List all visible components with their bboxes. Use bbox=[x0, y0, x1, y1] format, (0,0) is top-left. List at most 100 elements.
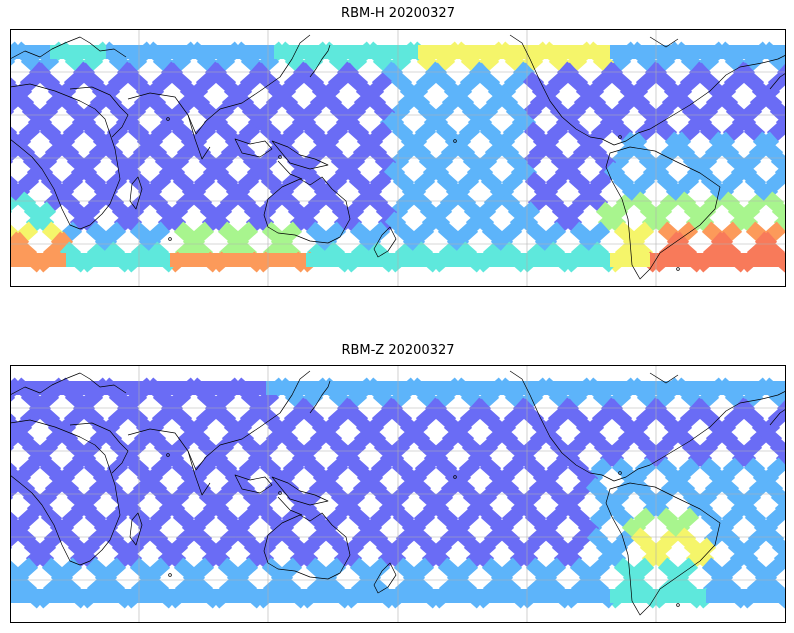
swath-edge-block bbox=[674, 45, 683, 59]
swath-edge-block bbox=[186, 381, 195, 395]
island-dot bbox=[278, 155, 282, 159]
swath-edge-block bbox=[778, 253, 786, 267]
swath-edge-block bbox=[74, 589, 83, 603]
swath-edge-block bbox=[506, 589, 515, 603]
swath-edge-block bbox=[474, 253, 483, 267]
swath-edge-block bbox=[266, 45, 275, 59]
swath-edge-block bbox=[266, 589, 275, 603]
swath-edge-block bbox=[514, 381, 523, 395]
swath-edge-block bbox=[138, 589, 147, 603]
swath-edge-block bbox=[250, 45, 259, 59]
gridlines bbox=[10, 365, 786, 623]
coastline-path bbox=[649, 390, 786, 466]
swath-edge-block bbox=[594, 45, 603, 59]
swath-edge-block bbox=[178, 589, 187, 603]
swath-edge-block bbox=[722, 381, 731, 395]
swath-edge-block bbox=[650, 45, 659, 59]
coastline-path bbox=[605, 482, 721, 616]
island-dot bbox=[676, 267, 680, 271]
swath-edge-block bbox=[98, 253, 107, 267]
swath-edge-block bbox=[50, 381, 59, 395]
swath-segment bbox=[778, 447, 786, 469]
swath-edge-block bbox=[282, 381, 291, 395]
swath-edge-block bbox=[754, 381, 763, 395]
swath-edge-block bbox=[202, 45, 211, 59]
coastline-path bbox=[187, 450, 211, 496]
swath-edge-block bbox=[618, 381, 627, 395]
swath-edge-block bbox=[370, 253, 379, 267]
swath-edge-block bbox=[162, 381, 171, 395]
swath-edge-block bbox=[738, 253, 747, 267]
swath-edge-block bbox=[290, 253, 299, 267]
swath-edge-block bbox=[570, 589, 579, 603]
swath-edge-block bbox=[218, 253, 227, 267]
swath-edge-block bbox=[378, 381, 387, 395]
swath-edge-block bbox=[106, 589, 115, 603]
coastline-path bbox=[234, 138, 273, 158]
swath-edge-block bbox=[482, 253, 491, 267]
swath-edge-block bbox=[338, 253, 347, 267]
coastline-path bbox=[373, 562, 397, 594]
swath-edge-block bbox=[714, 589, 723, 603]
swath-edge-block bbox=[338, 381, 347, 395]
swath-edge-block bbox=[122, 589, 131, 603]
swath-edge-block bbox=[466, 589, 475, 603]
coastline-path bbox=[373, 226, 397, 258]
swath-edge-block bbox=[242, 589, 251, 603]
swath-edge-block bbox=[306, 253, 315, 267]
swath-edge-block bbox=[330, 381, 339, 395]
swath-edge-block bbox=[706, 589, 715, 603]
swath-edge-block bbox=[698, 589, 707, 603]
swath-edge-block bbox=[682, 589, 691, 603]
swath-edge-block bbox=[338, 589, 347, 603]
swath-edge-block bbox=[74, 381, 83, 395]
swath-edge-block bbox=[570, 45, 579, 59]
island-dot bbox=[166, 117, 170, 121]
swath-edge-block bbox=[618, 589, 627, 603]
swath-edge-block bbox=[634, 589, 643, 603]
map-title-bottom: RBM-Z 20200327 bbox=[341, 343, 455, 358]
swath-edge-block bbox=[666, 45, 675, 59]
swath-edge-block bbox=[98, 45, 107, 59]
coastline-path bbox=[649, 54, 786, 130]
swath-edge-block bbox=[450, 45, 459, 59]
swath-edge-block bbox=[170, 253, 179, 267]
swath-edge-block bbox=[402, 45, 411, 59]
swath-edge-block bbox=[306, 381, 315, 395]
swath-edge-block bbox=[578, 45, 587, 59]
swath-edge-block bbox=[362, 381, 371, 395]
swath-edge-block bbox=[26, 253, 35, 267]
swath-edge-block bbox=[554, 381, 563, 395]
swath-edge-block bbox=[226, 45, 235, 59]
swath-edge-block bbox=[618, 253, 627, 267]
coastline-path bbox=[187, 114, 211, 160]
swath-edge-block bbox=[306, 45, 315, 59]
swath-edge-block bbox=[442, 45, 451, 59]
swath-edge-block bbox=[474, 381, 483, 395]
swath-edge-block bbox=[258, 589, 267, 603]
swath-edge-block bbox=[538, 589, 547, 603]
swath-edge-block bbox=[754, 253, 763, 267]
swath-edge-block bbox=[538, 45, 547, 59]
swath-edge-block bbox=[602, 253, 611, 267]
coastline-path bbox=[263, 512, 351, 580]
swath-edge-block bbox=[474, 589, 483, 603]
coastline-path bbox=[605, 146, 721, 280]
swath-edge-block bbox=[66, 45, 75, 59]
swath-edge-block bbox=[602, 45, 611, 59]
swath-edge-block bbox=[322, 381, 331, 395]
swath-edge-block bbox=[706, 253, 715, 267]
swath-segment bbox=[771, 201, 786, 223]
swath-edge-block bbox=[466, 45, 475, 59]
swath-edge-block bbox=[370, 589, 379, 603]
swath-edge-block bbox=[82, 381, 91, 395]
swath-edge-block bbox=[162, 589, 171, 603]
swath-edge-block bbox=[34, 45, 43, 59]
swath-edge-block bbox=[650, 589, 659, 603]
swath-edge-block bbox=[26, 45, 35, 59]
swath-edge-block bbox=[50, 45, 59, 59]
swath-edge-block bbox=[90, 589, 99, 603]
swath-edge-block bbox=[274, 45, 283, 59]
swath-edge-block bbox=[186, 45, 195, 59]
swath-edge-block bbox=[642, 253, 651, 267]
